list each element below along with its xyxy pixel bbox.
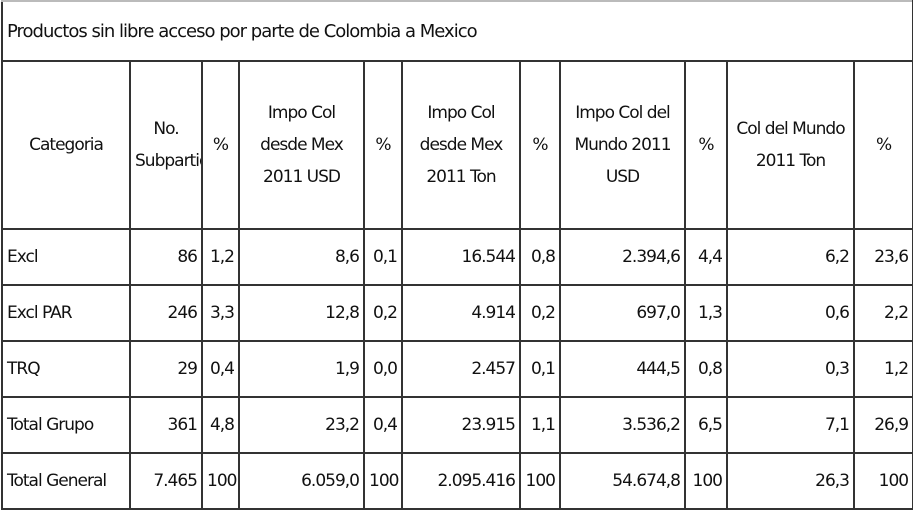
cell: Excl [1,228,131,286]
cell: 2.394,6 [559,228,686,286]
cell: Total General [1,452,131,510]
cell: 0,3 [726,340,855,398]
header-cell: Impo Col desde Mex 2011 USD [238,60,365,230]
data-row: Excl PAR 246 3,3 12,8 0,2 4.914 0,2 697,0 1,3 0,6… [1,284,913,342]
cell: Excl PAR [1,284,131,342]
cell: 7.465 [129,452,203,510]
cell: 100 [684,452,728,510]
cell: 8,6 [238,228,365,286]
header-cell: % [852,60,913,230]
data-row: Excl 86 1,2 8,6 0,1 16.544 0,8 2.394,6 4,4 6,2 23,… [1,228,913,286]
cell: 0,2 [519,284,561,342]
header-cell: % [519,60,561,230]
data-row: Total General 7.465 100 6.059,0 100 2.095.416… [1,452,913,510]
cell: 1,2 [852,340,913,398]
cell: 1,2 [201,228,240,286]
header-cell: % [363,60,403,230]
header-cell: Col del Mundo 2011 Ton [726,60,855,230]
cell: 12,8 [238,284,365,342]
header-cell: Categoria [1,60,131,230]
header-cell: No. Subpartidas [129,60,203,230]
cell: 100 [363,452,403,510]
cell: 23.915 [401,396,521,454]
cell: 6.059,0 [238,452,365,510]
data-row: TRQ 29 0,4 1,9 0,0 2.457 0,1 444,5 0,8 0,3 1,2 [1,340,913,398]
cell: 697,0 [559,284,686,342]
cell: Total Grupo [1,396,131,454]
cell: 100 [201,452,240,510]
cell: 3,3 [201,284,240,342]
cell: 100 [519,452,561,510]
cell: 361 [129,396,203,454]
cell: 0,2 [363,284,403,342]
data-table: Productos sin libre acceso por parte de … [0,0,913,510]
header-cell: Impo Col del Mundo 2011 USD [559,60,686,230]
cell: 100 [852,452,913,510]
cell: 1,9 [238,340,365,398]
cell: 1,1 [519,396,561,454]
table-title: Productos sin libre acceso por parte de … [0,0,913,62]
cell: 0,1 [363,228,403,286]
cell: 1,3 [684,284,728,342]
header-cell: % [684,60,728,230]
cell: 26,9 [852,396,913,454]
cell: 2.457 [401,340,521,398]
cell: 0,4 [363,396,403,454]
cell: 6,5 [684,396,728,454]
cell: 54.674,8 [559,452,686,510]
cell: 4,8 [201,396,240,454]
cell: 26,3 [726,452,855,510]
cell: 4.914 [401,284,521,342]
cell: 444,5 [559,340,686,398]
cell: 23,6 [852,228,913,286]
cell: 0,6 [726,284,855,342]
cell: 0,4 [201,340,240,398]
cell: 0,8 [519,228,561,286]
header-cell: % [201,60,240,230]
cell: 0,1 [519,340,561,398]
header-cell: Impo Col desde Mex 2011 Ton [401,60,521,230]
cell: 29 [129,340,203,398]
cell: 6,2 [726,228,855,286]
cell: 4,4 [684,228,728,286]
cell: 2.095.416 [401,452,521,510]
cell: 246 [129,284,203,342]
cell: 0,8 [684,340,728,398]
data-row: Total Grupo 361 4,8 23,2 0,4 23.915 1,1 3.536,2… [1,396,913,454]
cell: 7,1 [726,396,855,454]
cell: 86 [129,228,203,286]
cell: 3.536,2 [559,396,686,454]
cell: 23,2 [238,396,365,454]
cell: 16.544 [401,228,521,286]
cell: 0,0 [363,340,403,398]
cell: 2,2 [852,284,913,342]
cell: TRQ [1,340,131,398]
